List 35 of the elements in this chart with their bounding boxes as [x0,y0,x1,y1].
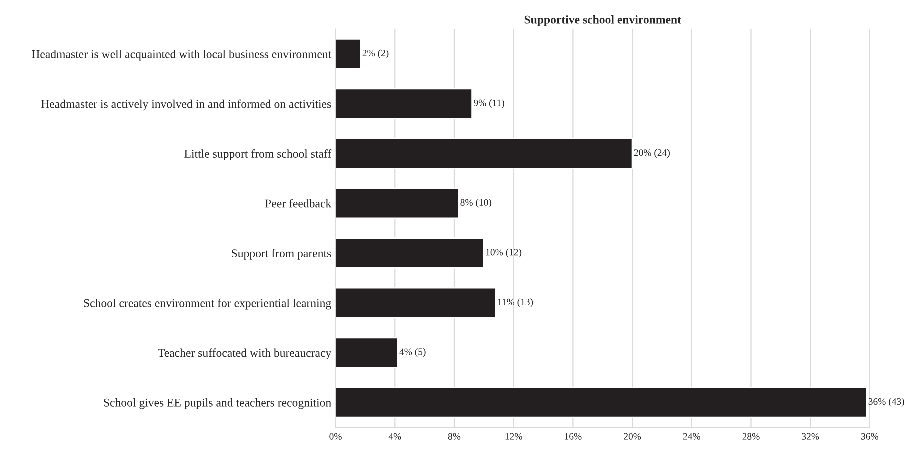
bar [336,337,399,368]
x-tick-label: 12% [506,433,522,440]
bar [336,88,473,120]
bar [336,188,460,220]
x-tick-label: 16% [565,433,582,440]
data-label: 9% (11) [474,100,504,108]
data-label: 20% (24) [634,149,670,158]
bar [336,386,868,418]
y-tick-label: Headmaster is actively involved in and informed on activities [41,100,332,111]
y-tick-label: Support from parents [232,249,332,260]
data-label: 2% (2) [362,50,389,59]
data-label: 8% (10) [460,199,492,208]
data-label: 11% (13) [498,298,534,308]
x-tick-label: 20% [624,433,642,440]
y-tick-label: School gives EE pupils and teachers recognition [104,398,332,410]
chart-title: Supportive school environment [524,16,682,26]
x-tick-label: 28% [742,433,760,440]
x-tick-label: 24% [683,433,700,440]
x-tick-label: 0% [330,433,342,440]
x-tick-label: 36% [862,433,879,440]
y-tick-label: School creates environment for experiential learning [84,298,332,310]
data-label: 4% (5) [400,348,426,358]
x-tick-label: 4% [388,433,402,440]
bar [336,238,485,269]
y-tick-label: Little support from school staff [184,150,332,160]
bar [336,38,362,70]
x-tick-label: 32% [802,433,820,440]
y-tick-label: Peer feedback [265,199,332,208]
y-tick-label: Teacher suffocated with bureaucracy [158,348,332,360]
data-label: 10% (12) [486,248,522,258]
bar [336,287,497,319]
y-tick-label: Headmaster is well acquainted with local business environment [32,50,332,61]
data-label: 36% (43) [868,398,904,408]
bar [336,138,634,170]
x-tick-label: 8% [448,433,461,440]
